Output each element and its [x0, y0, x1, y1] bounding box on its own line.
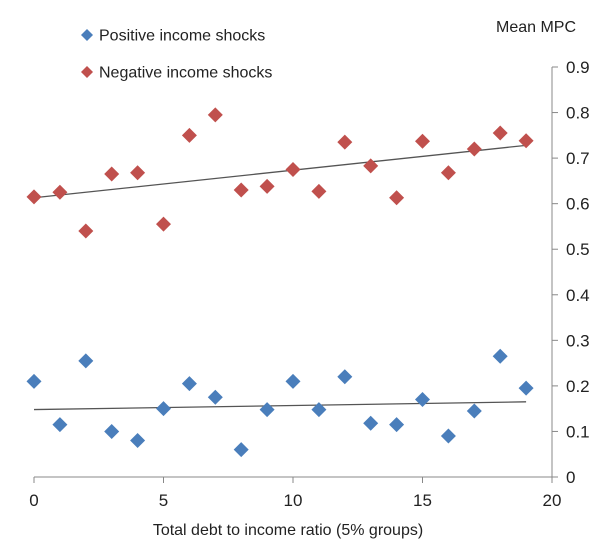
y-tick-label: 0.9 [566, 58, 590, 77]
y-tick-label: 0.6 [566, 195, 590, 214]
point-series-1-x12 [337, 369, 353, 385]
point-series-2-x4 [130, 165, 146, 181]
point-series-2-x0 [26, 189, 42, 205]
point-series-2-x9 [259, 178, 275, 194]
point-series-1-x11 [311, 402, 327, 418]
point-series-1-x9 [259, 402, 275, 418]
point-series-2-x18 [492, 125, 508, 141]
point-series-2-x3 [104, 166, 120, 182]
point-series-2-x1 [52, 184, 68, 200]
data-points [26, 107, 534, 458]
y-tick-label: 0.8 [566, 104, 590, 123]
point-series-2-x8 [233, 182, 249, 198]
point-series-2-x7 [207, 107, 223, 123]
legend-marker-1 [81, 29, 93, 41]
point-series-1-x16 [440, 428, 456, 444]
point-series-2-x12 [337, 134, 353, 150]
legend-label-1: Positive income shocks [99, 28, 265, 45]
x-tick-label: 20 [543, 491, 562, 510]
legend-label-2: Negative income shocks [99, 65, 272, 82]
point-series-1-x14 [389, 417, 405, 433]
y-tick-label: 0.1 [566, 422, 590, 441]
point-series-1-x3 [104, 423, 120, 439]
trendline-series-2 [33, 144, 527, 199]
point-series-1-x13 [363, 415, 379, 431]
x-tick-label: 15 [413, 491, 432, 510]
point-series-1-x15 [415, 392, 430, 408]
point-series-1-x0 [26, 373, 42, 389]
y-tick-label: 0.5 [566, 240, 590, 259]
y-tick-label: 0.2 [566, 377, 590, 396]
point-series-1-x17 [466, 403, 482, 419]
point-series-1-x8 [233, 442, 249, 458]
trendlines [33, 144, 527, 411]
point-series-2-x16 [440, 165, 456, 181]
y-tick-label: 0.4 [566, 286, 590, 305]
point-series-2-x10 [285, 162, 301, 177]
y-tick-label: 0 [566, 468, 575, 487]
point-series-1-x5 [156, 401, 171, 417]
legend: Positive income shocks Negative income sh… [81, 28, 272, 82]
point-series-1-x4 [130, 433, 146, 449]
point-series-2-x6 [181, 127, 197, 143]
point-series-1-x7 [207, 389, 223, 405]
point-series-2-x15 [415, 133, 430, 149]
point-series-1-x19 [518, 380, 534, 396]
x-tick-label: 0 [29, 491, 38, 510]
point-series-1-x1 [52, 417, 68, 433]
point-series-2-x11 [311, 183, 327, 199]
point-series-2-x14 [389, 190, 405, 206]
point-series-1-x6 [181, 376, 197, 392]
point-series-2-x5 [156, 216, 171, 232]
y-tick-label: 0.7 [566, 149, 590, 168]
x-tick-label: 10 [284, 491, 303, 510]
point-series-2-x2 [78, 223, 94, 239]
point-series-1-x10 [285, 373, 301, 389]
point-series-1-x18 [492, 348, 508, 364]
point-series-2-x19 [518, 133, 534, 149]
y-axis-label: Mean MPC [496, 19, 576, 36]
trendline-series-1 [33, 401, 527, 411]
legend-marker-2 [81, 66, 93, 78]
x-tick-label: 5 [159, 491, 168, 510]
point-series-1-x2 [78, 353, 94, 369]
point-series-2-x17 [466, 141, 482, 157]
point-series-2-x13 [363, 158, 379, 174]
y-tick-label: 0.3 [566, 331, 590, 350]
x-axis-label: Total debt to income ratio (5% groups) [153, 522, 423, 539]
